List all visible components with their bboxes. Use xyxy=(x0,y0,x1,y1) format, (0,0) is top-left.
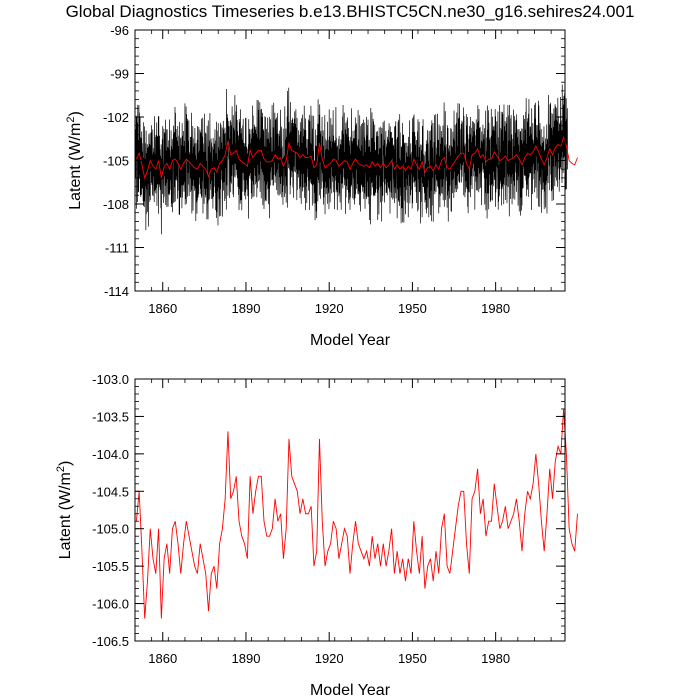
x-tick-label: 1920 xyxy=(315,301,344,316)
y-tick-label: -105.0 xyxy=(92,522,129,537)
x-axis-label: Model Year xyxy=(310,332,391,349)
x-tick-label: 1890 xyxy=(232,301,261,316)
x-tick-label: 1950 xyxy=(398,651,427,666)
y-tick-label: -108 xyxy=(103,197,129,212)
x-axis-label: Model Year xyxy=(310,682,391,699)
y-tick-label: -105.5 xyxy=(92,559,129,574)
x-tick-label: 1950 xyxy=(398,301,427,316)
y-tick-label: -103.0 xyxy=(92,372,129,387)
annual-series-line xyxy=(135,135,578,180)
y-tick-label: -96 xyxy=(110,23,129,38)
panel-monthly-latent: 1860 1890 1920 1950 1980 -96 -99 -102 -105 -108 -1… xyxy=(65,23,578,349)
plot-frame xyxy=(134,378,566,642)
y-tick-label: -102 xyxy=(103,110,129,125)
annual-series-line xyxy=(135,408,578,619)
y-axis-label: Latent (W/m2) xyxy=(55,461,74,560)
x-tick-label: 1980 xyxy=(481,651,510,666)
y-tick-label: -99 xyxy=(110,67,129,82)
x-tick-label: 1980 xyxy=(481,301,510,316)
x-tick-label: 1920 xyxy=(315,651,344,666)
y-tick-label: -103.5 xyxy=(92,409,129,424)
y-tick-label: -105 xyxy=(103,154,129,169)
y-axis-label: Latent (W/m2) xyxy=(65,111,84,210)
x-tick-label: 1860 xyxy=(148,301,177,316)
figure-title: Global Diagnostics Timeseries b.e13.BHIS… xyxy=(66,2,635,21)
y-tick-label: -106.0 xyxy=(92,597,129,612)
y-tick-label: -104.0 xyxy=(92,447,129,462)
panel-annual-latent: 1860 1890 1920 1950 1980 -103.0 -103.5 -104.0 -1… xyxy=(55,372,578,699)
x-tick-label: 1890 xyxy=(232,651,261,666)
y-tick-label: -104.5 xyxy=(92,484,129,499)
x-tick-label: 1860 xyxy=(148,651,177,666)
y-tick-label: -106.5 xyxy=(92,634,129,649)
y-tick-label: -114 xyxy=(104,284,129,299)
monthly-series-line xyxy=(134,84,568,235)
y-tick-label: -111 xyxy=(105,241,129,256)
